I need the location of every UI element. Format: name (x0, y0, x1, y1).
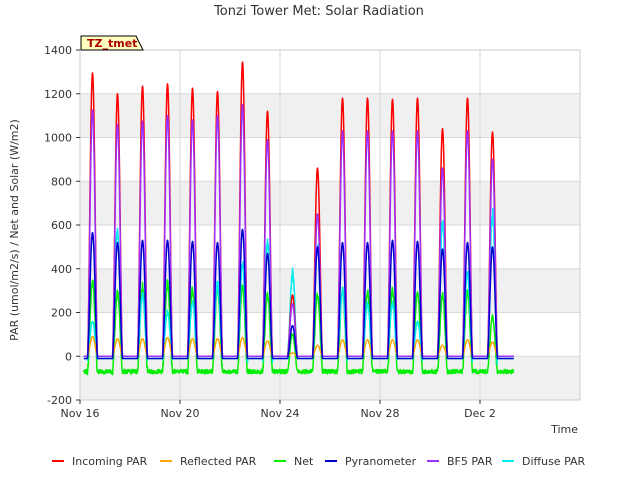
y-tick-label: 200 (51, 307, 72, 320)
x-tick-label: Nov 24 (261, 407, 300, 420)
chart-title: Tonzi Tower Met: Solar Radiation (213, 4, 424, 19)
legend-label: Diffuse PAR (522, 455, 586, 468)
x-tick-label: Nov 28 (361, 407, 400, 420)
series-line-pyranometer (83, 228, 515, 360)
plot-band (80, 356, 580, 400)
plot-band (80, 93, 580, 138)
series-line-net (83, 279, 515, 376)
legend-label: Reflected PAR (180, 455, 257, 468)
y-axis-title: PAR (umol/m2/s) / Net and Solar (W/m2) (8, 119, 21, 341)
plot-band (80, 181, 580, 225)
legend: Incoming PAR Reflected PAR Net Pyranometer B… (52, 455, 586, 468)
y-tick-label: 800 (51, 175, 72, 188)
series-line-bf5-par (83, 103, 515, 357)
legend-label: Incoming PAR (72, 455, 148, 468)
site-badge-label: TZ_tmet (87, 37, 137, 50)
plot-band (80, 268, 580, 313)
x-tick-label: Nov 20 (161, 407, 200, 420)
legend-item: Reflected PAR (160, 455, 257, 468)
series-layer (83, 61, 515, 376)
legend-item: Incoming PAR (52, 455, 148, 468)
legend-label: BF5 PAR (447, 455, 493, 468)
legend-item: Pyranometer (325, 455, 417, 468)
legend-item: Net (274, 455, 314, 468)
y-tick-label: 400 (51, 263, 72, 276)
x-tick-label: Dec 2 (464, 407, 496, 420)
axes: -200 0 200 400 600 800 1000 1200 1400 Nov 16 Nov 2… (44, 44, 581, 420)
y-tick-label: 1200 (44, 88, 72, 101)
y-tick-label: 0 (65, 350, 72, 363)
legend-label: Pyranometer (345, 455, 417, 468)
legend-label: Net (294, 455, 314, 468)
y-tick-label: 1000 (44, 132, 72, 145)
x-tick-label: Nov 16 (61, 407, 100, 420)
site-badge: TZ_tmet (80, 35, 144, 51)
x-axis-title: Time (550, 423, 578, 436)
y-tick-label: 600 (51, 219, 72, 232)
legend-item: BF5 PAR (427, 455, 493, 468)
y-tick-label: -200 (47, 394, 72, 407)
y-tick-label: 1400 (44, 44, 72, 57)
legend-item: Diffuse PAR (502, 455, 586, 468)
